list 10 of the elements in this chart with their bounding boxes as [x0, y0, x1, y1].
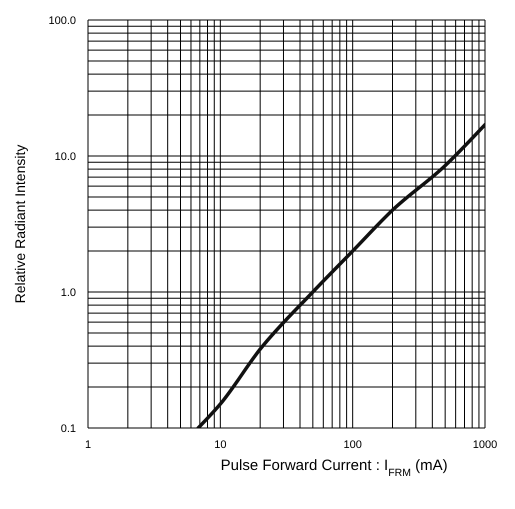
x-axis-title: Pulse Forward Current : I$_{FRM}$ (mA)	[220, 457, 448, 479]
y-axis-title: Relative Radiant Intensity	[12, 144, 28, 304]
x-tick-label: 1000	[472, 439, 498, 451]
x-tick-label: 100	[343, 439, 362, 451]
y-tick-label: 0.1	[60, 423, 76, 435]
x-tick-label: 10	[214, 439, 226, 451]
y-tick-label: 100.0	[48, 15, 76, 27]
y-tick-label: 1.0	[60, 287, 76, 299]
y-tick-label: 10.0	[54, 151, 76, 163]
x-tick-label: 1	[84, 439, 92, 451]
